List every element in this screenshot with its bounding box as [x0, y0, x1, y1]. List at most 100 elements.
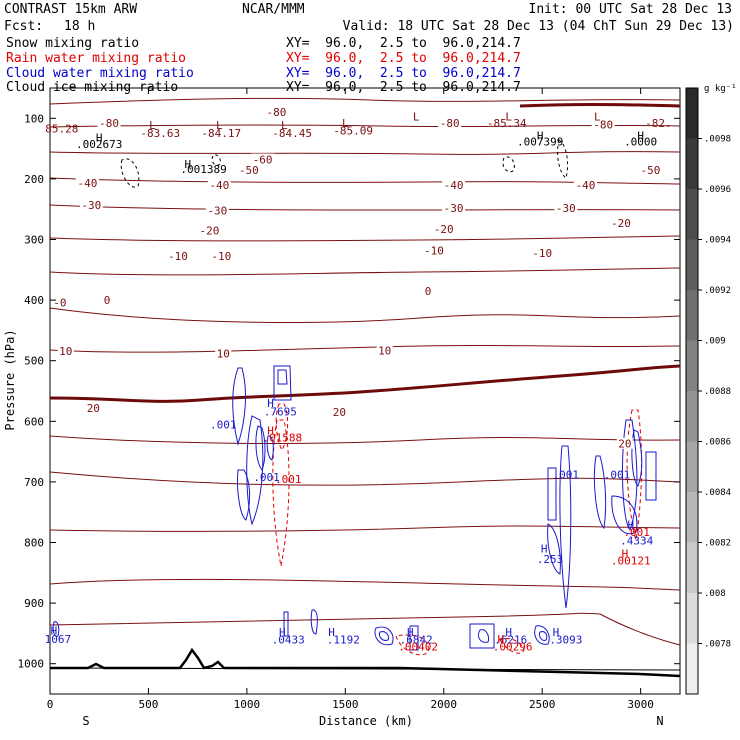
y-tick-label: 300	[24, 234, 44, 247]
extremum-label: H	[96, 132, 103, 145]
y-tick-label: 800	[24, 537, 44, 550]
isotherm-label-bg	[438, 117, 462, 129]
extremum-label: L	[342, 117, 349, 130]
colorbar-tick-label: .0078	[704, 640, 731, 650]
isotherm-label: 10	[59, 345, 72, 358]
isotherm-lines	[49, 97, 681, 646]
y-tick-label: 100	[24, 112, 44, 125]
isotherm-label: 0	[104, 294, 111, 307]
colorbar-tick-label: .0092	[704, 286, 731, 296]
isotherm-label: -50	[641, 164, 661, 177]
isotherm-label-bg	[591, 118, 615, 130]
isotherm-label: 0	[425, 285, 432, 298]
isotherm-label-bg	[423, 285, 433, 297]
extremum-label: H	[267, 397, 274, 410]
isotherm-label-bg	[102, 294, 112, 306]
colorbar-tick-label: .0084	[704, 488, 731, 498]
isotherm-label: -10	[168, 250, 188, 263]
extremum-label: H	[51, 624, 58, 637]
isotherm-label: -40	[77, 177, 97, 190]
field-name-rain: Rain water mixing ratio	[6, 51, 187, 66]
surface-baseline	[49, 667, 681, 671]
isotherm-label: -30	[81, 199, 101, 212]
x-tick-label: 1000	[234, 698, 261, 711]
isotherm-label: -10	[211, 250, 231, 263]
extremum-label: 1067	[45, 633, 72, 646]
extremum-label: .253	[537, 553, 564, 566]
extremum-label: H	[553, 626, 560, 639]
colorbar-swatch	[686, 239, 698, 291]
extremum-label: H	[407, 626, 414, 639]
isotherm-label: -20	[200, 224, 220, 237]
isotherm-label: 10	[378, 344, 391, 357]
field-xy-snow: XY= 96.0, 2.5 to 96.0,214.7	[286, 36, 521, 51]
valid-time: Valid: 18 UTC Sat 28 Dec 13 (04 ChT Sun …	[342, 19, 734, 34]
extremum-label: H	[267, 424, 274, 437]
isotherm-label-bg	[432, 223, 456, 235]
extremum-label: .0433	[272, 633, 305, 646]
y-tick-label: 700	[24, 476, 44, 489]
extremum-label: -84.45	[272, 127, 312, 140]
isotherm-label: 20	[87, 402, 100, 415]
isotherm-label: -40	[209, 179, 229, 192]
extremum-label: -85.34	[487, 117, 527, 130]
extremum-label: H	[498, 633, 505, 646]
isotherm-label: -40	[576, 179, 596, 192]
colorbar-swatch	[686, 593, 698, 644]
isotherm-label: -40	[444, 179, 464, 192]
isotherm-label: -60	[253, 154, 273, 167]
field-xy-cloud-water: XY= 96.0, 2.5 to 96.0,214.7	[286, 66, 521, 81]
isotherm-label-bg	[79, 198, 103, 210]
isotherm-label: -30	[444, 202, 464, 215]
isotherm-label: 20	[618, 438, 631, 451]
extremum-label: H	[185, 158, 192, 171]
contour-labels: -80-80-80 -80-60-50 -50-40 -40 -40 -40-30 -30-…	[45, 106, 672, 654]
extremum-label: .00402	[398, 641, 438, 654]
extremum-label: -83.63	[140, 127, 180, 140]
forecast-label: Fcst:	[4, 19, 44, 34]
y-tick-label: 1000	[18, 658, 45, 671]
isotherm-label: -80	[440, 117, 460, 130]
extremum-label: .001	[553, 469, 580, 482]
y-axis-label: Pressure (hPa)	[3, 329, 17, 430]
x-tick-label: 0	[47, 698, 54, 711]
extremum-label: .7695	[264, 406, 297, 419]
extremum-label: H	[505, 626, 512, 639]
isotherm-label-bg	[205, 204, 229, 216]
extremum-label: .001	[275, 473, 302, 486]
y-tick-label: 400	[24, 294, 44, 307]
field-name-cloud-ice: Cloud ice mixing ratio	[6, 80, 179, 95]
cloud-water-contours	[52, 365, 657, 651]
isotherm-label: -10	[424, 244, 444, 257]
extremum-label: .00121	[611, 555, 651, 568]
isotherm-label-bg	[251, 153, 275, 165]
colorbar-swatch	[686, 492, 698, 543]
isotherm-label-bg	[616, 437, 633, 449]
extremum-label: H	[627, 518, 634, 531]
extremum-label: L	[149, 119, 156, 132]
extremum-label: L	[594, 110, 601, 123]
freezing-level-line	[49, 364, 681, 403]
isotherm-label-bg	[376, 344, 393, 356]
colorbar-swatch	[686, 441, 698, 493]
organization-label: NCAR/MMM	[242, 2, 305, 17]
colorbar-swatch	[686, 138, 698, 190]
colorbar-swatch	[686, 391, 698, 442]
rain-water-contours	[272, 403, 643, 656]
y-tick-label: 200	[24, 173, 44, 186]
x-tick-label: 2500	[529, 698, 556, 711]
isotherm-label-bg	[166, 249, 190, 261]
extremum-label: -85.09	[333, 124, 373, 137]
isotherm-label: -80	[99, 117, 119, 130]
isotherm-label: -10	[532, 247, 552, 260]
extremum-label: .001	[210, 418, 237, 431]
north-label: N	[656, 714, 663, 728]
isotherm-label-bg	[422, 244, 446, 256]
isotherm-label-bg	[197, 224, 221, 236]
isotherm-label: 10	[217, 347, 230, 360]
colorbar: .0098 .0096 .0094 .0092 .009 .0088 .0086 .0084.…	[685, 84, 737, 695]
extremum-label: L	[505, 110, 512, 123]
colorbar-swatch	[686, 340, 698, 392]
isotherm-label-bg	[75, 177, 99, 189]
colorbar-swatch	[686, 542, 698, 594]
